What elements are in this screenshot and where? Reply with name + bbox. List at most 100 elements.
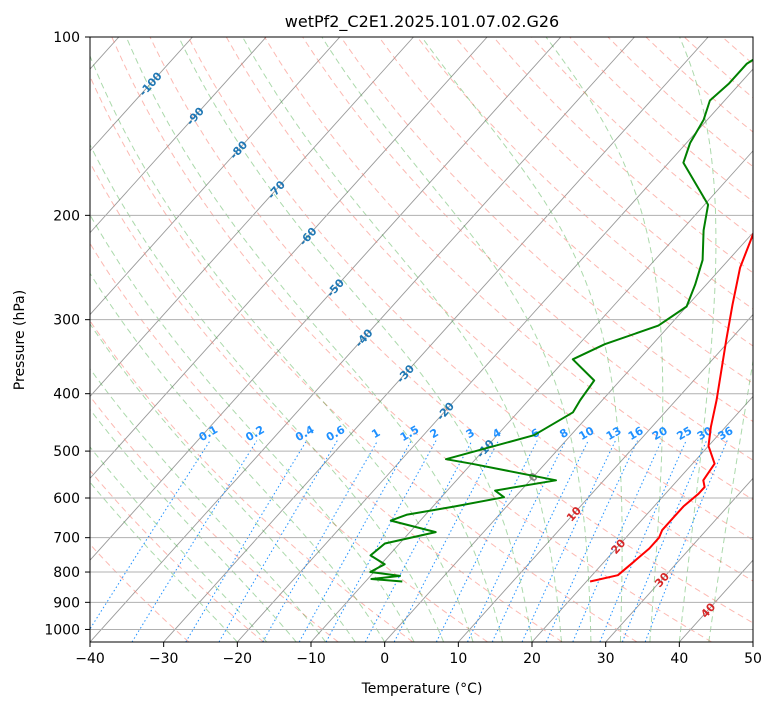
dry-adiabat-line (149, 37, 753, 624)
mixing-ratio-line (90, 440, 211, 630)
mixing-ratio-line (545, 440, 638, 642)
dry-adiabat-line (416, 37, 753, 347)
mixing-ratio-line (185, 440, 308, 642)
y-axis-label: Pressure (hPa) (12, 290, 28, 390)
x-tick-label: −10 (296, 651, 326, 667)
moist-adiabat-line (125, 37, 503, 642)
mixing-ratio-label: 0.4 (293, 423, 317, 444)
profile-lines (369, 58, 753, 583)
mixing-ratio-label: 25 (675, 424, 695, 443)
mixing-ratio-line (131, 440, 258, 642)
dry-adiabat-line (111, 37, 712, 642)
dry-adiabat-line (378, 37, 753, 385)
mixing-ratio-label: 30 (695, 424, 715, 443)
isotherm-line (90, 37, 562, 561)
chart-title: wetPf2_C2E1.2025.101.07.02.G26 (285, 12, 559, 32)
isotherm-line (90, 37, 267, 234)
moist-adiabat-line (90, 213, 415, 642)
mixing-ratio-label: 16 (626, 424, 646, 443)
x-tick-label: −30 (149, 651, 179, 667)
dry-adiabat-line (645, 37, 753, 133)
x-tick-label: −20 (223, 651, 253, 667)
dry-adiabat-line (90, 242, 488, 642)
mixing-ratio-line (572, 440, 663, 642)
moist-adiabat-line (90, 54, 474, 642)
isotherm-line (531, 395, 753, 642)
moist-adiabat-line (321, 37, 592, 642)
mixing-ratio-label: 13 (604, 424, 624, 443)
dry-adiabat-line (493, 37, 753, 274)
isotherm-line (90, 37, 635, 642)
dry-adiabat-line (607, 37, 753, 168)
y-tick-label: 500 (53, 444, 80, 460)
dry-adiabat-line (90, 469, 264, 642)
isotherm-line (457, 313, 753, 642)
mixing-ratio-label: 20 (650, 424, 670, 443)
isotherm-line (605, 477, 753, 642)
moist-adiabat-line (178, 37, 533, 642)
moist-adiabat-line (90, 446, 268, 642)
dry-adiabat-line (90, 543, 190, 642)
y-tick-label: 600 (53, 491, 80, 507)
mixing-ratio-line (262, 440, 379, 642)
isotherm-line (236, 68, 753, 642)
x-tick-label: 40 (670, 651, 688, 667)
dry-adiabat-line (90, 161, 563, 642)
dry-adiabat-line (454, 37, 753, 310)
moist-adiabat-line (708, 358, 753, 642)
x-tick-label: 0 (380, 651, 389, 667)
mixing-ratio-line (393, 440, 500, 642)
x-tick-label: 50 (744, 651, 762, 667)
y-tick-label: 800 (53, 565, 80, 581)
mixing-ratio-line (325, 440, 437, 642)
y-tick-label: 1000 (44, 622, 80, 638)
mixing-ratio-label: 0.1 (197, 423, 220, 444)
moist-adiabat-line (90, 408, 297, 642)
mixing-ratio-line (218, 440, 338, 642)
plot-frame (89, 36, 754, 643)
dry-adiabat-line (531, 37, 753, 238)
background-lines (90, 37, 775, 642)
mixing-ratio-line (298, 440, 412, 642)
mixing-ratio-line (521, 440, 616, 642)
mixing-ratio-label: 2 (428, 426, 441, 441)
y-axis: 100 200 300 400 500 600 700 800 900 1000 (44, 30, 90, 638)
isotherm-line (384, 232, 753, 642)
dry-adiabat-line (683, 37, 753, 99)
y-tick-label: 400 (53, 387, 80, 403)
moist-adiabat-line (90, 143, 445, 642)
x-tick-label: 30 (597, 651, 615, 667)
mixing-ratio-label: 10 (577, 424, 597, 443)
y-tick-label: 100 (53, 30, 80, 46)
isotherm-line (752, 641, 753, 642)
moist-adiabat-line (90, 323, 356, 642)
mixing-ratio-label: 36 (716, 424, 736, 443)
isotherm-line (90, 37, 488, 479)
moist-adiabat-line (242, 37, 562, 642)
x-tick-label: −40 (75, 651, 105, 667)
isotherm-line (90, 37, 341, 316)
dry-adiabat-line (761, 37, 775, 642)
y-tick-label: 700 (53, 531, 80, 547)
dry-adiabat-line (90, 395, 339, 642)
x-axis-label: Temperature (°C) (361, 681, 483, 697)
mixing-ratio-line (621, 440, 708, 642)
moist-adiabat-line (90, 272, 386, 642)
mixing-ratio-line (599, 440, 687, 642)
isotherm-label: -100 (137, 69, 165, 98)
moist-adiabat-line (90, 481, 238, 642)
moist-adiabat-line (545, 37, 664, 642)
y-tick-label: 200 (53, 208, 80, 224)
dry-adiabat-line (90, 320, 414, 642)
x-tick-label: 10 (449, 651, 467, 667)
isotherm-line (310, 150, 753, 642)
dry-adiabat-line (225, 37, 753, 541)
mixing-ratio-label: 1 (369, 426, 382, 441)
pressure-grid (90, 37, 753, 630)
y-tick-label: 900 (53, 595, 80, 611)
isotherm-line (163, 37, 709, 642)
temperature-profile-line (589, 231, 753, 583)
moist-adiabat-line (421, 37, 623, 642)
x-tick-label: 20 (523, 651, 541, 667)
